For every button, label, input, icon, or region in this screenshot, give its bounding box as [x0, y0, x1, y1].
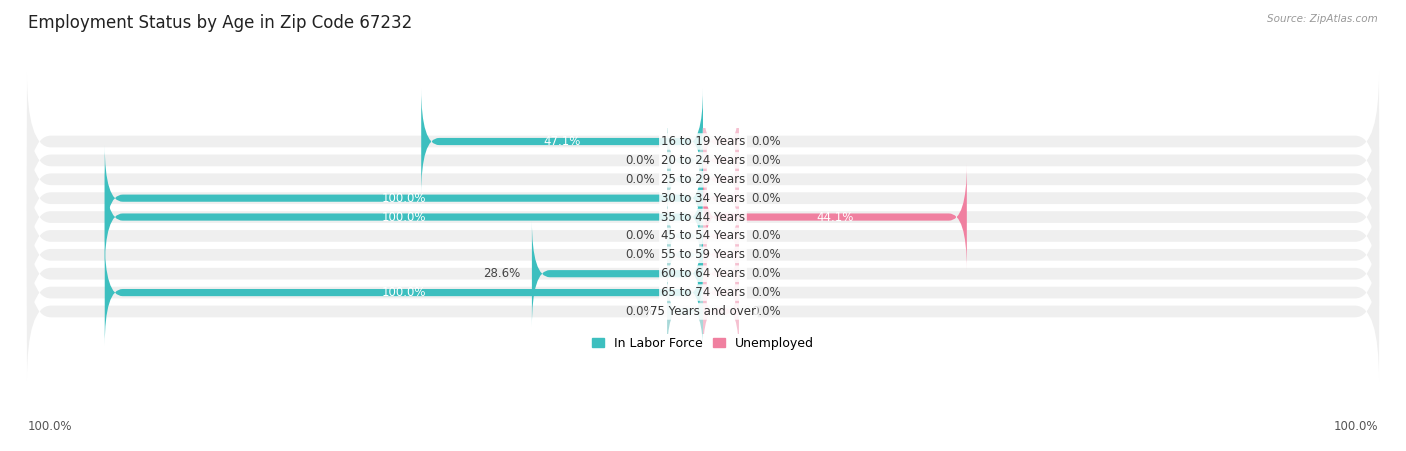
FancyBboxPatch shape — [703, 230, 740, 318]
FancyBboxPatch shape — [666, 117, 703, 204]
FancyBboxPatch shape — [703, 164, 967, 270]
Text: 0.0%: 0.0% — [751, 192, 780, 205]
FancyBboxPatch shape — [703, 268, 740, 355]
Text: Employment Status by Age in Zip Code 67232: Employment Status by Age in Zip Code 672… — [28, 14, 412, 32]
Text: 100.0%: 100.0% — [381, 192, 426, 205]
Text: 45 to 54 Years: 45 to 54 Years — [661, 230, 745, 243]
FancyBboxPatch shape — [422, 88, 703, 194]
Text: 0.0%: 0.0% — [751, 286, 780, 299]
FancyBboxPatch shape — [666, 211, 703, 299]
Text: 65 to 74 Years: 65 to 74 Years — [661, 286, 745, 299]
Text: 0.0%: 0.0% — [626, 305, 655, 318]
FancyBboxPatch shape — [104, 145, 703, 251]
Text: 0.0%: 0.0% — [751, 230, 780, 243]
FancyBboxPatch shape — [703, 136, 740, 223]
FancyBboxPatch shape — [27, 166, 1379, 306]
FancyBboxPatch shape — [27, 147, 1379, 287]
FancyBboxPatch shape — [104, 239, 703, 345]
Text: 100.0%: 100.0% — [1333, 420, 1378, 433]
Text: 0.0%: 0.0% — [751, 249, 780, 261]
Text: 100.0%: 100.0% — [28, 420, 73, 433]
Text: 0.0%: 0.0% — [751, 267, 780, 280]
Text: 0.0%: 0.0% — [626, 249, 655, 261]
Text: 28.6%: 28.6% — [482, 267, 520, 280]
FancyBboxPatch shape — [27, 72, 1379, 211]
FancyBboxPatch shape — [703, 249, 740, 336]
Text: 20 to 24 Years: 20 to 24 Years — [661, 154, 745, 167]
FancyBboxPatch shape — [27, 223, 1379, 362]
FancyBboxPatch shape — [104, 164, 703, 270]
Text: 25 to 29 Years: 25 to 29 Years — [661, 173, 745, 186]
Text: 35 to 44 Years: 35 to 44 Years — [661, 211, 745, 224]
Text: 100.0%: 100.0% — [381, 211, 426, 224]
FancyBboxPatch shape — [27, 185, 1379, 324]
FancyBboxPatch shape — [703, 211, 740, 299]
Text: 0.0%: 0.0% — [626, 154, 655, 167]
Text: 0.0%: 0.0% — [751, 173, 780, 186]
FancyBboxPatch shape — [27, 91, 1379, 230]
FancyBboxPatch shape — [27, 204, 1379, 343]
FancyBboxPatch shape — [703, 192, 740, 280]
FancyBboxPatch shape — [666, 136, 703, 223]
FancyBboxPatch shape — [531, 221, 703, 327]
FancyBboxPatch shape — [27, 129, 1379, 268]
Text: 0.0%: 0.0% — [751, 135, 780, 148]
Text: 30 to 34 Years: 30 to 34 Years — [661, 192, 745, 205]
Text: 0.0%: 0.0% — [751, 154, 780, 167]
Text: 75 Years and over: 75 Years and over — [650, 305, 756, 318]
Text: 16 to 19 Years: 16 to 19 Years — [661, 135, 745, 148]
FancyBboxPatch shape — [703, 155, 740, 242]
Text: 55 to 59 Years: 55 to 59 Years — [661, 249, 745, 261]
FancyBboxPatch shape — [666, 192, 703, 280]
Text: 0.0%: 0.0% — [626, 230, 655, 243]
FancyBboxPatch shape — [666, 268, 703, 355]
Legend: In Labor Force, Unemployed: In Labor Force, Unemployed — [586, 331, 820, 354]
Text: 0.0%: 0.0% — [751, 305, 780, 318]
FancyBboxPatch shape — [703, 117, 740, 204]
Text: 100.0%: 100.0% — [381, 286, 426, 299]
Text: 60 to 64 Years: 60 to 64 Years — [661, 267, 745, 280]
FancyBboxPatch shape — [27, 110, 1379, 249]
FancyBboxPatch shape — [703, 98, 740, 185]
Text: 0.0%: 0.0% — [626, 173, 655, 186]
Text: 47.1%: 47.1% — [544, 135, 581, 148]
FancyBboxPatch shape — [27, 242, 1379, 381]
Text: Source: ZipAtlas.com: Source: ZipAtlas.com — [1267, 14, 1378, 23]
Text: 44.1%: 44.1% — [817, 211, 853, 224]
